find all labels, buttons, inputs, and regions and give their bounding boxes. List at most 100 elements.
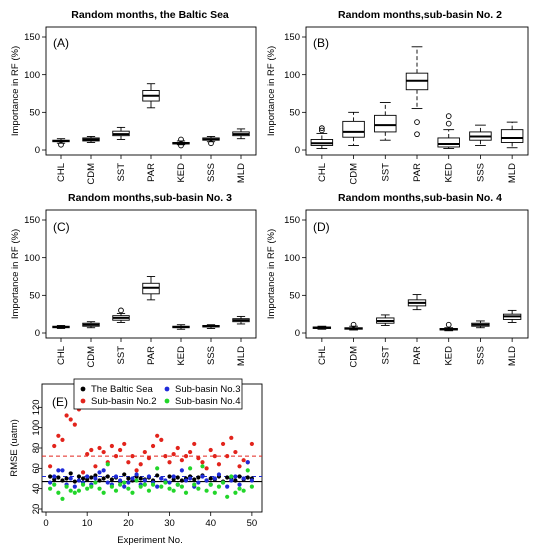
scatter-point — [167, 460, 172, 465]
legend-marker-subbasin-2 — [80, 398, 86, 404]
scatter-point — [163, 480, 168, 485]
scatter-point — [134, 478, 139, 483]
scatter-point — [97, 470, 102, 475]
box-outlier — [319, 125, 325, 132]
y-tick-label: 0 — [295, 328, 300, 339]
scatter-point — [130, 476, 135, 481]
legend-label-subbasin-3: Sub-basin No.3 — [175, 384, 240, 395]
y-tick-label: 100 — [284, 70, 300, 81]
scatter-point — [179, 468, 184, 473]
y-tick-label: 150 — [284, 215, 300, 226]
scatter-point — [109, 484, 114, 489]
scatter-point — [126, 480, 131, 485]
scatter-point — [237, 482, 242, 487]
scatter-point — [245, 460, 250, 465]
scatter-point — [126, 476, 131, 481]
scatter-point — [118, 447, 123, 453]
panel-b-title: Random months,sub-basin No. 2 — [338, 9, 502, 21]
scatter-point — [56, 490, 61, 495]
scatter-point — [60, 437, 65, 442]
y-tick-label: 50 — [289, 291, 300, 302]
scatter-point — [138, 484, 143, 489]
scatter-point — [56, 475, 61, 480]
panel-e: (E) RMSE (uatm) Experiment No. 20 40 60 80 1… — [9, 378, 263, 546]
y-tick-label: 0 — [35, 145, 40, 156]
scatter-point — [72, 422, 77, 427]
scatter-point — [105, 462, 110, 467]
scatter-point — [142, 482, 147, 487]
scatter-point — [85, 452, 90, 457]
scatter-point — [212, 476, 217, 481]
box-outlier — [58, 141, 64, 148]
legend-marker-subbasin-4 — [164, 398, 170, 404]
scatter-point — [183, 490, 189, 495]
scatter-point — [155, 433, 160, 438]
scatter-point — [196, 456, 201, 461]
scatter-point — [188, 476, 193, 481]
scatter-point — [155, 466, 160, 471]
scatter-point — [56, 468, 61, 473]
scatter-point — [76, 478, 82, 483]
scatter-point — [93, 473, 98, 478]
x-tick-label: 10 — [82, 518, 93, 529]
scatter-point — [212, 454, 217, 459]
scatter-point — [212, 490, 217, 495]
scatter-point — [241, 458, 246, 463]
y-tick-label: 80 — [31, 443, 42, 454]
scatter-point — [97, 478, 102, 483]
scatter-point — [48, 480, 53, 485]
panel-e-ylabel: RMSE (uatm) — [9, 419, 20, 477]
panel-a-title: Random months, the Baltic Sea — [71, 9, 229, 21]
panel-b-ylabel: Importance in RF (%) — [266, 46, 277, 136]
y-tick-label: 100 — [31, 420, 42, 436]
panel-c-ylabel: Importance in RF (%) — [10, 229, 21, 319]
scatter-point — [225, 494, 230, 499]
scatter-point — [171, 474, 176, 479]
scatter-point — [134, 468, 139, 473]
scatter-point — [249, 484, 254, 489]
scatter-point — [80, 482, 86, 487]
panel-d-label: (D) — [313, 220, 330, 234]
scatter-point — [60, 478, 65, 483]
y-tick-label: 50 — [29, 291, 40, 302]
scatter-point — [233, 474, 238, 479]
scatter-point — [200, 460, 205, 465]
x-tick-label: CDM — [349, 346, 360, 368]
panel-e-legend: The Baltic Sea Sub-basin No.3 Sub-basin … — [73, 378, 243, 410]
legend-box — [73, 378, 243, 410]
scatter-point — [113, 454, 119, 459]
panel-c-label: (C) — [53, 220, 70, 234]
x-tick-label: KED — [176, 163, 187, 183]
scatter-point — [179, 484, 184, 489]
scatter-point — [118, 482, 123, 487]
box-outlier — [350, 321, 357, 328]
scatter-point — [159, 484, 164, 489]
scatter-point — [233, 449, 238, 455]
scatter-point — [101, 449, 106, 455]
scatter-point — [52, 482, 57, 487]
scatter-point — [72, 490, 77, 495]
scatter-point — [126, 460, 131, 465]
scatter-point — [72, 479, 77, 484]
scatter-point — [52, 477, 57, 482]
x-tick-label: 20 — [123, 518, 134, 529]
scatter-point — [93, 476, 98, 481]
scatter-point — [167, 480, 172, 485]
scatter-point — [101, 468, 106, 473]
panel-a: Random months, the Baltic Sea (A) Import… — [10, 9, 257, 185]
panel-e-label: (E) — [52, 395, 68, 409]
scatter-point — [68, 417, 73, 422]
scatter-point — [241, 488, 246, 493]
y-tick-label: 150 — [24, 215, 40, 226]
scatter-point — [126, 486, 131, 491]
box-body — [342, 120, 365, 138]
scatter-point — [188, 466, 193, 471]
scatter-point — [76, 474, 82, 479]
scatter-point — [130, 490, 135, 495]
scatter-point — [204, 488, 209, 493]
scatter-point — [48, 474, 53, 479]
x-tick-label: CDM — [349, 163, 360, 185]
scatter-point — [225, 454, 230, 459]
scatter-point — [60, 468, 65, 473]
y-tick-label: 0 — [295, 145, 300, 156]
